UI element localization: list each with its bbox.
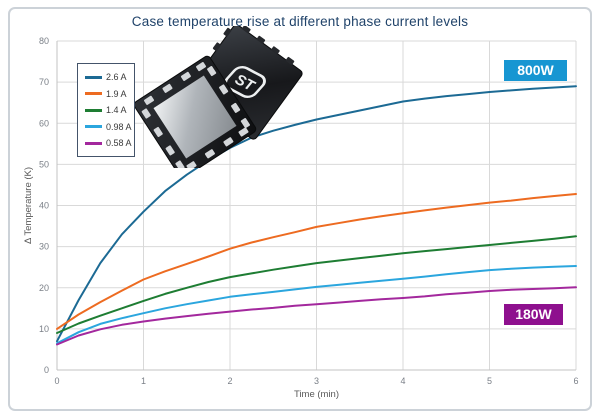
y-tick-label: 40 (39, 201, 49, 211)
series-line-2.6A (56, 85, 577, 343)
y-tick-label: 10 (39, 324, 49, 334)
chip-exposed-pad (153, 75, 237, 159)
legend-item: 1.9 A (85, 86, 134, 103)
legend-label: 0.58 A (106, 138, 132, 149)
x-tick-label: 2 (227, 376, 232, 386)
y-tick-label: 20 (39, 283, 49, 293)
series-line-0.98A (56, 265, 577, 345)
legend-line-swatch (85, 125, 102, 129)
chart-title: Case temperature rise at different phase… (131, 14, 469, 29)
y-tick-label: 80 (39, 36, 49, 46)
series-line-1.4A (56, 235, 577, 334)
legend-label: 1.9 A (106, 88, 127, 99)
legend-line-swatch (85, 108, 102, 112)
legend-label: 1.4 A (106, 105, 127, 116)
legend-line-swatch (85, 141, 102, 145)
y-tick-label: 60 (39, 118, 49, 128)
y-tick-label: 0 (44, 365, 49, 375)
series-line-1.9A (56, 193, 577, 330)
annotation-180w-badge: 180W (504, 304, 563, 325)
legend-item: 1.4 A (85, 102, 134, 119)
legend-label: 0.98 A (106, 121, 132, 132)
legend: 2.6 A 1.9 A 1.4 A 0.98 A 0.58 A (77, 63, 135, 157)
chip-product-photo: ST (135, 26, 303, 168)
x-tick-label: 3 (314, 376, 319, 386)
legend-item: 0.98 A (85, 119, 134, 136)
y-tick-label: 50 (39, 159, 49, 169)
legend-item: 2.6 A (85, 69, 134, 86)
annotation-800w-badge: 800W (504, 60, 567, 81)
chip-bottom-pads (141, 62, 250, 168)
series-line-0.58A (56, 286, 577, 346)
legend-item: 0.58 A (85, 135, 134, 152)
legend-line-swatch (85, 92, 102, 96)
legend-label: 2.6 A (106, 72, 127, 83)
x-tick-label: 1 (141, 376, 146, 386)
chip-bottom-view (135, 55, 257, 168)
x-axis-title: Time (min) (294, 389, 339, 400)
y-tick-label: 30 (39, 242, 49, 252)
st-logo-outline (224, 66, 266, 98)
legend-line-swatch (85, 75, 102, 79)
x-tick-label: 4 (400, 376, 405, 386)
x-tick-label: 5 (487, 376, 492, 386)
y-tick-label: 70 (39, 77, 49, 87)
x-tick-label: 0 (54, 376, 59, 386)
x-tick-label: 6 (573, 376, 578, 386)
y-axis-title: Δ Temperature (K) (23, 167, 34, 244)
